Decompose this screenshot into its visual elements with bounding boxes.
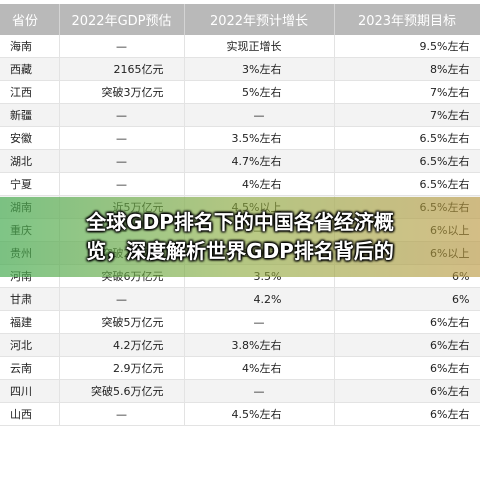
banner-title-line-1: 全球GDP排名下的中国各省经济概 xyxy=(86,210,394,234)
cell-gdp-2022: 4.2万亿元 xyxy=(59,333,185,357)
cell-province: 新疆 xyxy=(0,103,60,127)
cell-growth-2022: — xyxy=(184,379,335,403)
table-row: 安徽 —3.5%左右 6.5%左右 xyxy=(0,126,480,150)
cell-target-2023: 6% xyxy=(334,287,480,311)
cell-growth-2022: — xyxy=(184,103,335,127)
cell-target-2023: 6.5%左右 xyxy=(334,172,480,196)
cell-gdp-2022: — xyxy=(59,126,185,150)
cell-province: 海南 xyxy=(0,35,60,58)
cell-target-2023: 6.5%左右 xyxy=(334,126,480,150)
cell-gdp-2022: 2.9万亿元 xyxy=(59,356,185,380)
cell-growth-2022: 3.8%左右 xyxy=(184,333,335,357)
table-row: 福建 突破5万亿元 —6%左右 xyxy=(0,310,480,334)
cell-growth-2022: 4.2% xyxy=(184,287,335,311)
cell-gdp-2022: 突破5万亿元 xyxy=(59,310,185,334)
cell-growth-2022: 4%左右 xyxy=(184,172,335,196)
cell-province: 安徽 xyxy=(0,126,60,150)
cell-growth-2022: 5%左右 xyxy=(184,80,335,104)
cell-province: 甘肃 xyxy=(0,287,60,311)
cell-gdp-2022: — xyxy=(59,172,185,196)
cell-province: 山西 xyxy=(0,402,60,426)
table-row: 西藏 2165亿元 3%左右 8%左右 xyxy=(0,57,480,81)
cell-target-2023: 6%左右 xyxy=(334,333,480,357)
cell-province: 西藏 xyxy=(0,57,60,81)
cell-province: 四川 xyxy=(0,379,60,403)
cell-province: 福建 xyxy=(0,310,60,334)
cell-target-2023: 6%左右 xyxy=(334,379,480,403)
cell-target-2023: 8%左右 xyxy=(334,57,480,81)
cell-target-2023: 6%左右 xyxy=(334,356,480,380)
cell-target-2023: 7%左右 xyxy=(334,80,480,104)
table-row: 山西 —4.5%左右 6%左右 xyxy=(0,402,480,426)
header-target-2023: 2023年预期目标 xyxy=(334,4,480,35)
table-row: 宁夏 —4%左右 6.5%左右 xyxy=(0,172,480,196)
cell-target-2023: 9.5%左右 xyxy=(334,35,480,58)
cell-target-2023: 7%左右 xyxy=(334,103,480,127)
header-gdp-2022: 2022年GDP预估 xyxy=(59,4,185,35)
cell-target-2023: 6.5%左右 xyxy=(334,149,480,173)
table-row: 新疆 — —7%左右 xyxy=(0,103,480,127)
cell-gdp-2022: — xyxy=(59,149,185,173)
cell-province: 湖北 xyxy=(0,149,60,173)
header-province: 省份 xyxy=(0,4,60,35)
cell-growth-2022: 4%左右 xyxy=(184,356,335,380)
cell-gdp-2022: — xyxy=(59,103,185,127)
table-row: 甘肃 —4.2% 6% xyxy=(0,287,480,311)
cell-gdp-2022: 突破5.6万亿元 xyxy=(59,379,185,403)
cell-growth-2022: 3%左右 xyxy=(184,57,335,81)
title-banner: 全球GDP排名下的中国各省经济概 览，深度解析世界GDP排名背后的 xyxy=(0,197,480,277)
cell-growth-2022: 4.7%左右 xyxy=(184,149,335,173)
cell-province: 江西 xyxy=(0,80,60,104)
table-row: 江西 突破3万亿元 5%左右 7%左右 xyxy=(0,80,480,104)
cell-target-2023: 6%左右 xyxy=(334,402,480,426)
cell-growth-2022: 实现正增长 xyxy=(184,35,335,58)
table-row: 湖北 —4.7%左右 6.5%左右 xyxy=(0,149,480,173)
cell-gdp-2022: — xyxy=(59,287,185,311)
table-row: 河北 4.2万亿元 3.8%左右 6%左右 xyxy=(0,333,480,357)
cell-growth-2022: — xyxy=(184,310,335,334)
cell-province: 宁夏 xyxy=(0,172,60,196)
header-growth-2022: 2022年预计增长 xyxy=(184,4,335,35)
cell-target-2023: 6%左右 xyxy=(334,310,480,334)
table-row: 海南 — 实现正增长 9.5%左右 xyxy=(0,35,480,58)
cell-gdp-2022: 突破3万亿元 xyxy=(59,80,185,104)
cell-growth-2022: 3.5%左右 xyxy=(184,126,335,150)
table-row: 四川 突破5.6万亿元 —6%左右 xyxy=(0,379,480,403)
cell-growth-2022: 4.5%左右 xyxy=(184,402,335,426)
table-header: 省份 2022年GDP预估 2022年预计增长 2023年预期目标 xyxy=(0,4,480,35)
cell-province: 云南 xyxy=(0,356,60,380)
cell-province: 河北 xyxy=(0,333,60,357)
cell-gdp-2022: — xyxy=(59,402,185,426)
cell-gdp-2022: 2165亿元 xyxy=(59,57,185,81)
cell-gdp-2022: — xyxy=(59,35,185,58)
banner-title-line-2: 览，深度解析世界GDP排名背后的 xyxy=(86,239,394,263)
header-row: 省份 2022年GDP预估 2022年预计增长 2023年预期目标 xyxy=(0,4,480,35)
table-row: 云南 2.9万亿元 4%左右 6%左右 xyxy=(0,356,480,380)
